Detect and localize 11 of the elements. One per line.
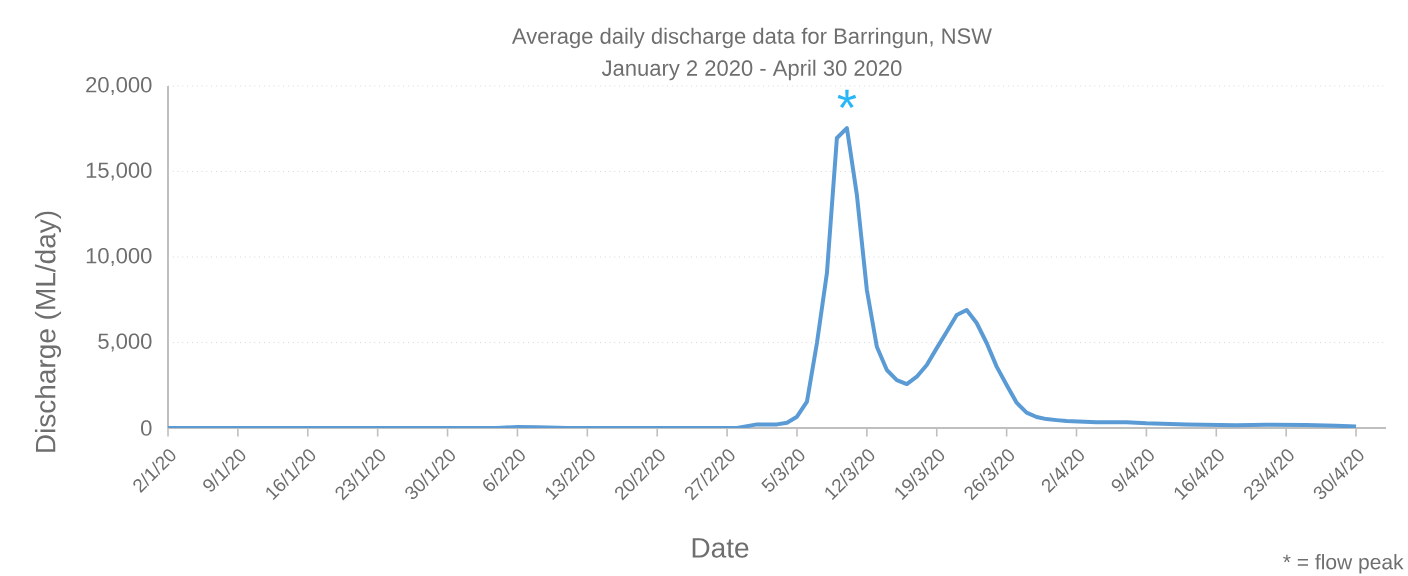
y-axis-title: Discharge (ML/day) <box>34 211 62 452</box>
chart-subtitle: January 2 2020 - April 30 2020 <box>601 59 902 81</box>
y-tick-label: 20,000 <box>86 76 152 96</box>
chart-title: Average daily discharge data for Barringun, NSW <box>511 27 992 49</box>
y-tick-label: 5,000 <box>98 333 152 352</box>
text: * = flow peak <box>1283 554 1404 574</box>
x-axis-title: Date <box>692 538 749 558</box>
y-tick-label: 0 <box>141 420 152 436</box>
y-tick-label: 15,000 <box>86 162 152 181</box>
y-tick-label: 10,000 <box>86 247 152 267</box>
annotation: * <box>837 89 857 109</box>
